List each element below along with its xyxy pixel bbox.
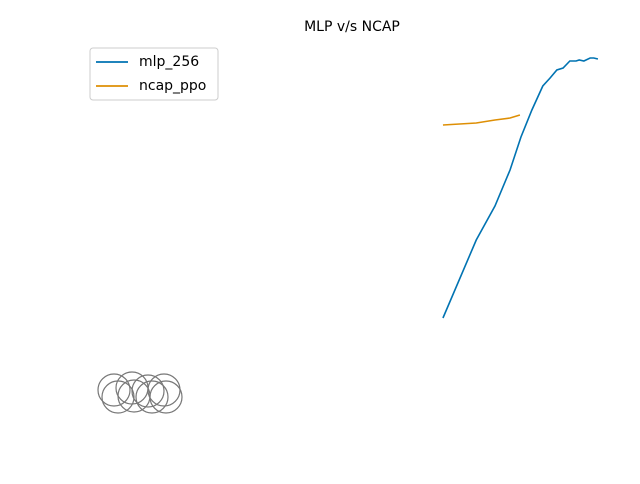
legend-box [89, 47, 219, 101]
annotation-circle [131, 374, 165, 408]
annotation-circle [97, 373, 131, 407]
annotation-cluster [97, 371, 183, 414]
legend-label: mlp_256 [139, 54, 199, 70]
annotation-circle [135, 380, 169, 414]
series-line [442, 57, 599, 319]
chart-title: MLP v/s NCAP [304, 19, 400, 35]
annotation-circle [149, 380, 183, 414]
legend-label: ncap_ppo [139, 78, 206, 94]
series-line [442, 114, 521, 126]
